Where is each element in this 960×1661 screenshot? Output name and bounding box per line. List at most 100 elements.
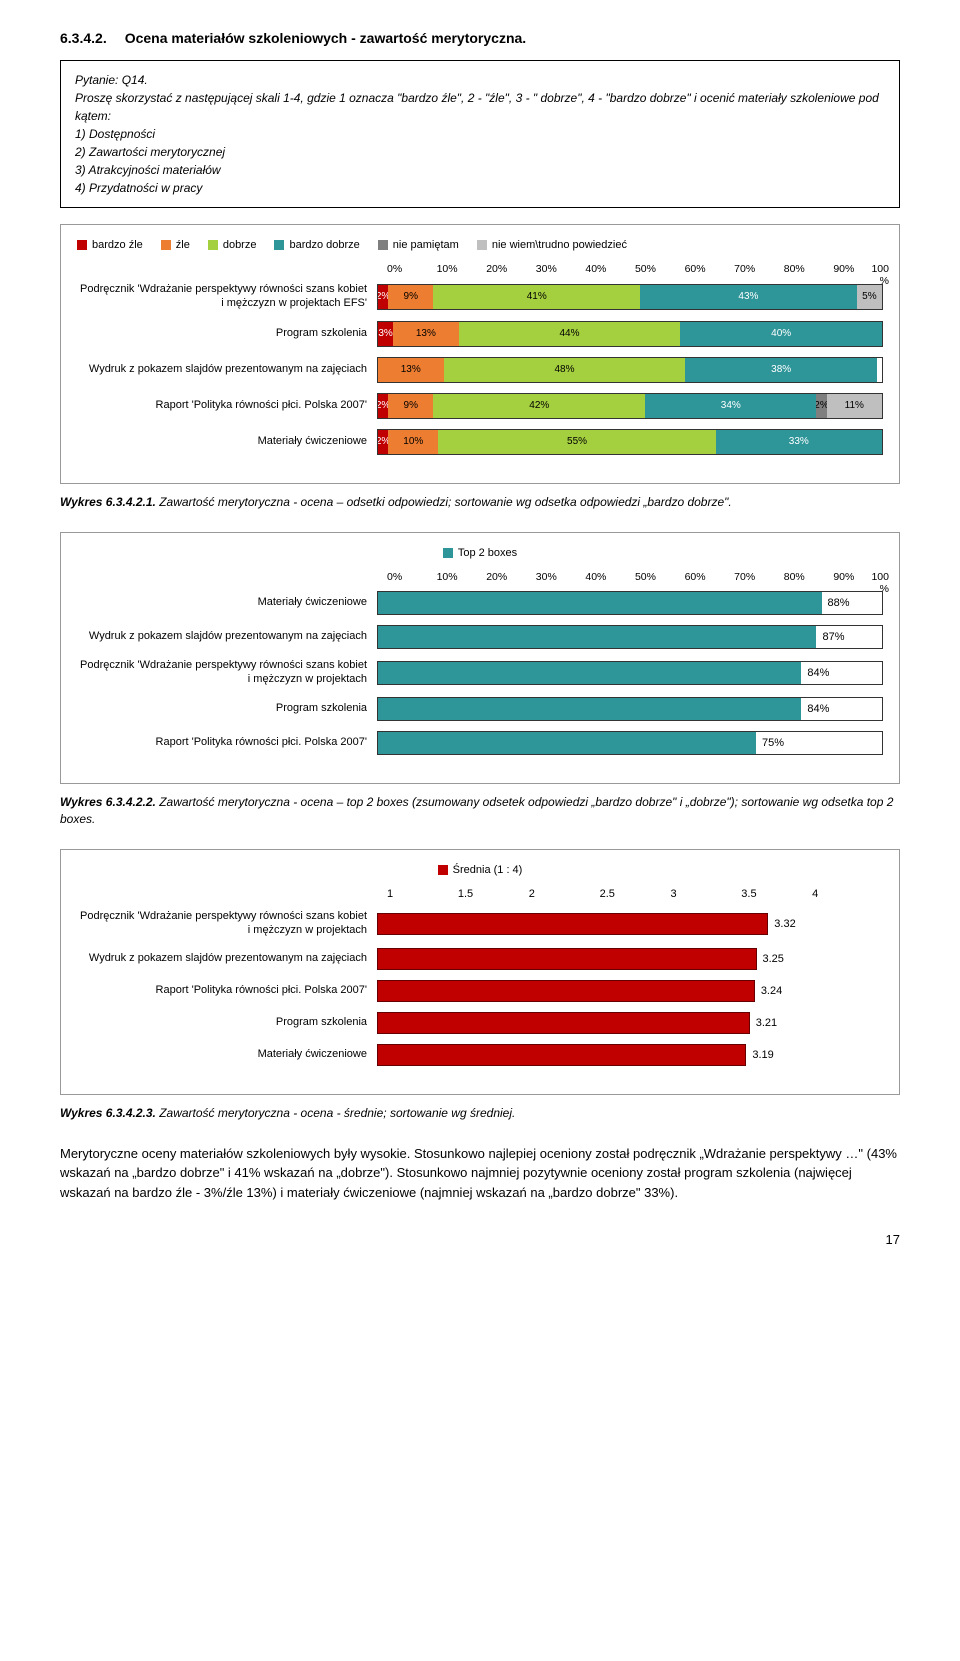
chart-row: Program szkolenia3.21 <box>77 1012 883 1034</box>
bar-fill <box>377 948 757 970</box>
chart-row: Wydruk z pokazem slajdów prezentowanym n… <box>77 625 883 649</box>
legend-label: nie wiem\trudno powiedzieć <box>492 239 627 251</box>
bar-value: 3.24 <box>761 985 782 997</box>
y-label: Podręcznik 'Wdrażanie perspektywy równoś… <box>77 283 377 311</box>
chart-row: Podręcznik 'Wdrażanie perspektywy równoś… <box>77 283 883 311</box>
bar-segment: 55% <box>438 430 715 454</box>
x-tick: 3 <box>670 888 741 900</box>
y-label: Podręcznik 'Wdrażanie perspektywy równoś… <box>77 659 377 687</box>
chart-caption: Wykres 6.3.4.2.2. Zawartość merytoryczna… <box>60 794 900 828</box>
chart-caption: Wykres 6.3.4.2.1. Zawartość merytoryczna… <box>60 494 900 511</box>
question-item: 2) Zawartości merytorycznej <box>75 143 885 161</box>
body-paragraph: Merytoryczne oceny materiałów szkoleniow… <box>60 1144 900 1203</box>
y-label: Raport 'Polityka równości płci. Polska 2… <box>77 736 377 750</box>
x-tick: 70% <box>734 263 784 275</box>
legend-item: Średnia (1 : 4) <box>438 864 523 876</box>
legend-label: bardzo dobrze <box>289 239 359 251</box>
bar-fill <box>377 913 768 935</box>
y-label: Wydruk z pokazem slajdów prezentowanym n… <box>77 363 377 377</box>
bar-value: 3.25 <box>763 953 784 965</box>
caption-text: Zawartość merytoryczna - ocena – top 2 b… <box>60 795 893 826</box>
question-item: 4) Przydatności w pracy <box>75 179 885 197</box>
y-label: Program szkolenia <box>77 702 377 716</box>
legend-item: dobrze <box>208 239 257 251</box>
legend: Top 2 boxes <box>77 547 883 559</box>
stacked-bar: 2%9%42%34%2%11% <box>377 393 883 419</box>
x-tick: 60% <box>685 263 735 275</box>
x-tick: 50% <box>635 263 685 275</box>
bar-segment: 2% <box>378 430 388 454</box>
bar-segment: 9% <box>388 394 433 418</box>
legend: Średnia (1 : 4) <box>77 864 883 876</box>
legend-swatch <box>161 240 171 250</box>
avg-bar: 3.25 <box>377 948 883 970</box>
y-label: Podręcznik 'Wdrażanie perspektywy równoś… <box>77 910 377 938</box>
x-tick: 10% <box>437 263 487 275</box>
legend-item: Top 2 boxes <box>443 547 517 559</box>
bar-value: 88% <box>828 597 850 609</box>
chart-row: Program szkolenia 84% <box>77 697 883 721</box>
caption-num: Wykres 6.3.4.2.3. <box>60 1106 156 1120</box>
bar-segment: 9% <box>388 285 433 309</box>
bar-fill <box>377 1012 750 1034</box>
question-lead: Proszę skorzystać z następującej skali 1… <box>75 89 885 125</box>
x-axis: 0%10%20%30%40%50%60%70%80%90%100% <box>387 263 883 275</box>
x-tick: 30% <box>536 263 586 275</box>
legend-swatch <box>274 240 284 250</box>
legend-label: Top 2 boxes <box>458 547 517 559</box>
question-box: Pytanie: Q14. Proszę skorzystać z następ… <box>60 60 900 208</box>
bar-fill <box>377 980 755 1002</box>
bar-segment: 33% <box>716 430 882 454</box>
y-label: Raport 'Polityka równości płci. Polska 2… <box>77 399 377 413</box>
avg-bar: 3.32 <box>377 913 883 935</box>
bar-segment: 13% <box>393 322 459 346</box>
chart-caption: Wykres 6.3.4.2.3. Zawartość merytoryczna… <box>60 1105 900 1122</box>
bar-segment: 38% <box>685 358 877 382</box>
chart-row: Podręcznik 'Wdrażanie perspektywy równoś… <box>77 659 883 687</box>
legend-swatch <box>443 548 453 558</box>
bar-fill <box>378 732 756 754</box>
stacked-bar: 3%13%44%40% <box>377 321 883 347</box>
bar-segment: 34% <box>645 394 816 418</box>
chart-row: Raport 'Polityka równości płci. Polska 2… <box>77 393 883 419</box>
section-heading: 6.3.4.2.Ocena materiałów szkoleniowych -… <box>60 30 900 46</box>
bar-value: 84% <box>807 667 829 679</box>
legend-item: bardzo źle <box>77 239 143 251</box>
caption-text: Zawartość merytoryczna - ocena - średnie… <box>156 1106 515 1120</box>
bar-segment: 13% <box>378 358 444 382</box>
stacked-bar: 13%48%38% <box>377 357 883 383</box>
chart-stacked: bardzo źleźledobrzebardzo dobrzenie pami… <box>60 224 900 484</box>
bar-segment: 2% <box>816 394 826 418</box>
x-tick: 50% <box>635 571 685 583</box>
x-axis: 11.522.533.54 <box>387 888 883 900</box>
bar-fill <box>378 662 801 684</box>
x-tick: 40% <box>585 263 635 275</box>
bar-fill <box>378 626 816 648</box>
x-tick: 1.5 <box>458 888 529 900</box>
y-label: Materiały ćwiczeniowe <box>77 596 377 610</box>
question-item: 3) Atrakcyjności materiałów <box>75 161 885 179</box>
legend-label: Średnia (1 : 4) <box>453 864 523 876</box>
single-bar: 88% <box>377 591 883 615</box>
stacked-bar: 2%10%55%33% <box>377 429 883 455</box>
bar-segment: 40% <box>680 322 882 346</box>
legend-swatch <box>477 240 487 250</box>
legend-label: źle <box>176 239 190 251</box>
x-tick: 20% <box>486 263 536 275</box>
single-bar: 84% <box>377 661 883 685</box>
chart-row: Raport 'Polityka równości płci. Polska 2… <box>77 980 883 1002</box>
chart-row: Wydruk z pokazem slajdów prezentowanym n… <box>77 948 883 970</box>
bar-segment: 3% <box>378 322 393 346</box>
bar-value: 84% <box>807 703 829 715</box>
chart-row: Podręcznik 'Wdrażanie perspektywy równoś… <box>77 910 883 938</box>
x-axis: 0%10%20%30%40%50%60%70%80%90%100% <box>387 571 883 583</box>
section-num: 6.3.4.2. <box>60 30 107 46</box>
bar-value: 3.19 <box>752 1049 773 1061</box>
y-label: Wydruk z pokazem slajdów prezentowanym n… <box>77 952 377 966</box>
bar-segment: 41% <box>433 285 640 309</box>
caption-num: Wykres 6.3.4.2.2. <box>60 795 156 809</box>
x-tick: 80% <box>784 263 834 275</box>
legend: bardzo źleźledobrzebardzo dobrzenie pami… <box>77 239 883 251</box>
y-label: Materiały ćwiczeniowe <box>77 1048 377 1062</box>
legend-swatch <box>438 865 448 875</box>
